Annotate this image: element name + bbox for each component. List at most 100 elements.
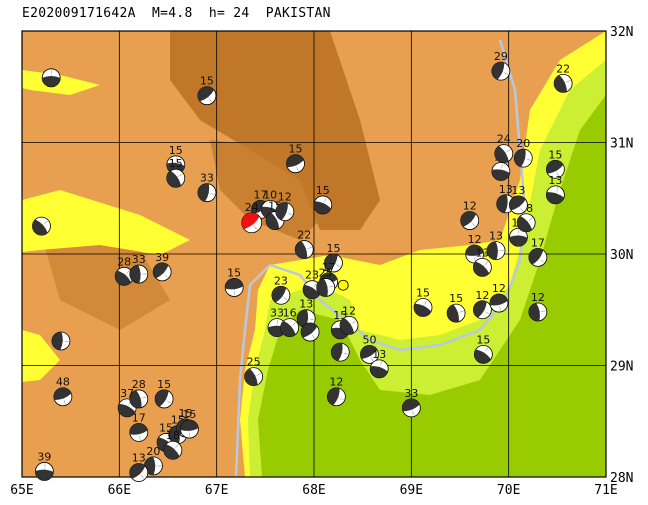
focal-mechanism: 20 [143,445,163,476]
event-depth-label: 24 [245,201,259,214]
beachball-quadrant [333,261,342,268]
beachball-compression [163,444,180,460]
beachball-compression [546,192,564,204]
beachball-compression [473,261,490,277]
event-depth-label: 33 [404,387,418,400]
focal-mechanism: 12 [489,282,509,313]
focal-mechanism: 33 [129,253,149,284]
beachball-compression [496,194,508,213]
beachball-quadrant [523,156,532,161]
beachball-compression [32,219,48,236]
focal-mechanism: 24 [494,133,514,164]
focal-mechanism: 12 [275,191,295,222]
beachball-quadrant [321,196,327,205]
beachball-compression [129,390,142,408]
focal-mechanism: 15 [224,266,244,297]
event-depth-label: 15 [169,144,183,157]
beachball-quadrant [500,69,510,75]
event-depth-label: 15 [449,292,463,305]
beachball-compression [295,241,308,259]
focal-mechanism: 25 [316,266,336,297]
focal-mechanism: 16 [280,307,300,337]
event-depth-label: 15 [227,266,241,279]
beachball-quadrant [537,255,546,263]
beachball-quadrant [555,168,560,178]
beachball-compression [129,265,141,284]
beachball-quadrant [469,219,477,227]
map-title: E202009171642A M=4.8 h= 24 PAKISTAN [22,6,331,21]
beachball-quadrant [411,407,415,417]
beachball-compression [155,389,169,407]
event-depth-label: 15 [157,378,171,391]
event-depth-label: 15 [200,75,214,88]
plain-sw [22,330,60,382]
focal-mechanism: 13 [486,230,506,261]
event-depth-label: 22 [556,62,570,75]
event-depth-label: 15 [169,157,183,170]
beachball-compression [51,331,63,350]
beachball-quadrant [49,68,52,78]
beachball-quadrant [455,310,465,314]
event-depth-label: 17 [253,188,267,201]
beachball-quadrant [171,443,179,451]
lon-tick-label: 71E [594,483,617,498]
event-depth-label: 48 [56,376,70,389]
epicenter-marker [337,279,349,291]
beachball-quadrant [537,310,547,312]
focal-mechanism: 15 [197,75,217,106]
lon-tick-label: 68E [302,483,325,498]
focal-mechanism: 12 [472,289,492,320]
beachball-quadrant [138,471,146,480]
beachball-quadrant [153,464,163,467]
focal-mechanism: 33 [401,387,421,418]
beachball-compression [197,183,210,202]
focal-mechanism: 22 [553,62,573,93]
beachball-compression [509,195,526,211]
event-depth-label: 12 [492,282,506,295]
focal-mechanism: 39 [152,251,172,282]
beachball-compression [517,215,533,232]
beachball-compression [465,244,484,256]
beachball-compression [53,387,72,400]
beachball-compression [489,294,508,306]
event-depth-label: 28 [117,255,131,268]
event-depth-label: 33 [132,253,146,266]
lon-tick-label: 65E [10,483,33,498]
beachball-compression [35,469,54,481]
beachball-compression [313,201,331,214]
beachball-compression [42,76,61,87]
event-depth-label: 13 [372,348,386,361]
beachball-compression [280,320,296,337]
event-depth-label: 12 [342,304,356,317]
beachball-quadrant [325,285,335,288]
beachball-quadrant [336,395,345,400]
event-depth-label: 13 [489,230,503,243]
event-depth-label: 28 [132,378,146,391]
focal-mechanism: 12 [460,200,480,230]
event-depth-label: 50 [362,333,376,346]
beachball-quadrant [525,216,533,223]
beachball-quadrant [122,269,130,277]
focal-mechanism: 12 [528,291,548,322]
beachball-compression [331,343,343,361]
event-depth-label: 18 [166,429,180,442]
focal-mechanism: 13 [472,246,492,277]
focal-mechanism: 12 [326,376,346,407]
event-depth-label: 15 [316,184,330,197]
focal-mechanism: 28 [129,378,149,409]
beachball-compression [460,211,477,227]
focal-mechanism: 15 [166,157,186,188]
lat-tick-label: 29N [610,360,633,375]
hill-west [40,230,170,330]
event-depth-label: 12 [531,291,545,304]
event-depth-label: 17 [531,236,545,249]
beachball-compression [327,387,340,406]
event-depth-label: 39 [155,251,169,264]
focal-mechanism [32,216,51,236]
beachball-compression [166,170,181,188]
beachball-compression [301,323,318,338]
beachball-quadrant [303,246,313,250]
focal-mechanism: 13 [545,174,565,205]
beachball-quadrant [474,253,477,263]
